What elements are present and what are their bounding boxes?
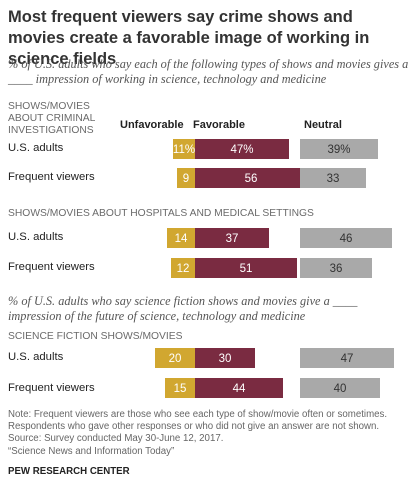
unfavorable-bar — [165, 378, 195, 398]
neutral-bar — [300, 168, 366, 188]
unfavorable-value-label: 11% — [173, 144, 195, 156]
unfavorable-value-label: 14 — [175, 233, 188, 245]
unfavorable-bar — [177, 168, 195, 188]
favorable-value-label: 44 — [233, 383, 246, 395]
row-label: U.S. adults — [8, 351, 64, 363]
unfavorable-value-label: 12 — [177, 263, 190, 275]
unfavorable-bar — [173, 139, 195, 159]
column-header-favorable: Favorable — [193, 119, 245, 131]
footnote-line: Respondents who gave other responses or … — [8, 421, 380, 432]
favorable-value-label: 47% — [230, 144, 253, 156]
report-title-line: “Science News and Information Today” — [8, 446, 175, 457]
neutral-bar — [300, 228, 392, 248]
source-line: Source: Survey conducted May 30-June 12,… — [8, 433, 224, 444]
row-label: Frequent viewers — [8, 261, 95, 273]
favorable-value-label: 30 — [219, 353, 232, 365]
unfavorable-value-label: 15 — [174, 383, 187, 395]
row-label: Frequent viewers — [8, 171, 95, 183]
group-label-crime: SHOWS/MOVIES ABOUT CRIMINAL INVESTIGATIO… — [8, 101, 95, 136]
favorable-bar — [195, 228, 269, 248]
chart-subtitle-2: % of U.S. adults who say science fiction… — [8, 294, 358, 323]
neutral-value-label: 36 — [330, 263, 343, 275]
neutral-bar — [300, 139, 378, 159]
column-header-unfavorable: Unfavorable — [120, 119, 184, 131]
neutral-value-label: 47 — [341, 353, 354, 365]
unfavorable-bar — [167, 228, 195, 248]
neutral-bar — [300, 348, 394, 368]
favorable-bar — [195, 139, 289, 159]
favorable-bar — [195, 258, 297, 278]
source-organization: PEW RESEARCH CENTER — [8, 466, 130, 477]
favorable-bar — [195, 378, 283, 398]
footnote-line: Note: Frequent viewers are those who see… — [8, 409, 388, 420]
group-label-hospitals: SHOWS/MOVIES ABOUT HOSPITALS AND MEDICAL… — [8, 208, 314, 219]
favorable-value-label: 51 — [240, 263, 253, 275]
neutral-value-label: 33 — [327, 173, 340, 185]
row-label: Frequent viewers — [8, 382, 95, 394]
neutral-value-label: 40 — [334, 383, 347, 395]
unfavorable-value-label: 9 — [183, 173, 189, 185]
chart-title: Most frequent viewers say crime shows an… — [8, 8, 370, 68]
neutral-value-label: 46 — [340, 233, 353, 245]
group-label-scifi: SCIENCE FICTION SHOWS/MOVIES — [8, 331, 183, 342]
unfavorable-bar — [155, 348, 195, 368]
column-header-neutral: Neutral — [304, 119, 342, 131]
favorable-bar — [195, 348, 255, 368]
unfavorable-value-label: 20 — [169, 353, 182, 365]
chart-subtitle: % of U.S. adults who say each of the fol… — [8, 57, 409, 86]
favorable-bar — [195, 168, 307, 188]
neutral-value-label: 39% — [327, 144, 350, 156]
favorable-value-label: 56 — [245, 173, 258, 185]
row-label: U.S. adults — [8, 142, 64, 154]
unfavorable-bar — [171, 258, 195, 278]
favorable-value-label: 37 — [226, 233, 239, 245]
row-label: U.S. adults — [8, 231, 64, 243]
neutral-bar — [300, 258, 372, 278]
neutral-bar — [300, 378, 380, 398]
